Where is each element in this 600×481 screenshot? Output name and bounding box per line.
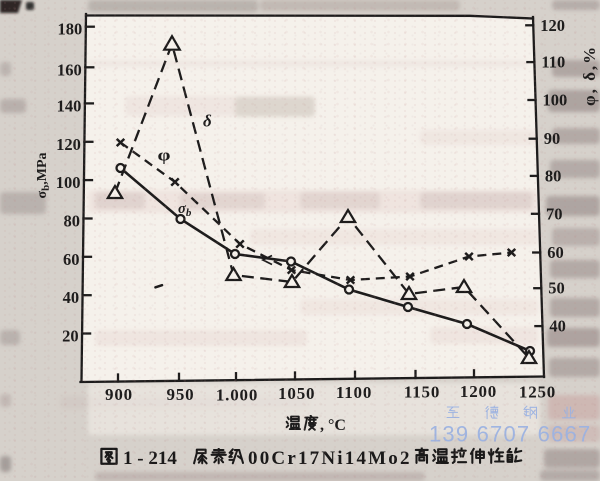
svg-text:1200: 1200 (460, 382, 497, 401)
svg-text:20: 20 (62, 327, 79, 346)
svg-text:950: 950 (167, 385, 195, 404)
svg-text:1 - 214: 1 - 214 (123, 448, 177, 469)
svg-text:40: 40 (549, 317, 566, 336)
svg-text:00Cr17Ni14Mo2: 00Cr17Ni14Mo2 (248, 448, 412, 469)
svg-text:40: 40 (63, 288, 80, 307)
svg-text:70: 70 (546, 204, 563, 223)
svg-text:δ: δ (203, 112, 212, 131)
svg-text:160: 160 (57, 60, 82, 79)
svg-text:120: 120 (540, 16, 565, 35)
svg-text:φ: φ (158, 146, 171, 165)
svg-text:100: 100 (56, 173, 81, 192)
svg-text:1150: 1150 (404, 383, 440, 402)
svg-text:120: 120 (56, 135, 81, 154)
svg-text:80: 80 (545, 166, 562, 185)
svg-text:100: 100 (543, 91, 568, 110)
svg-text:60: 60 (547, 243, 564, 262)
svg-text:, °C: , °C (320, 417, 346, 434)
svg-text:1100: 1100 (336, 383, 372, 402)
svg-text:180: 180 (58, 20, 83, 39)
svg-text:σb,MPa: σb,MPa (35, 152, 52, 198)
svg-text:1250: 1250 (519, 383, 556, 402)
svg-text:1050: 1050 (278, 384, 315, 403)
svg-text:139 6707 6667: 139 6707 6667 (429, 422, 591, 447)
svg-text:110: 110 (541, 53, 565, 72)
svg-text:90: 90 (544, 129, 561, 148)
svg-text:50: 50 (548, 279, 565, 298)
svg-text:900: 900 (105, 385, 133, 404)
svg-text:80: 80 (64, 212, 81, 231)
svg-text:φ, δ,%: φ, δ,% (580, 45, 599, 106)
svg-text:1.000: 1.000 (216, 386, 258, 405)
svg-text:60: 60 (63, 250, 80, 269)
svg-text:140: 140 (57, 96, 82, 115)
